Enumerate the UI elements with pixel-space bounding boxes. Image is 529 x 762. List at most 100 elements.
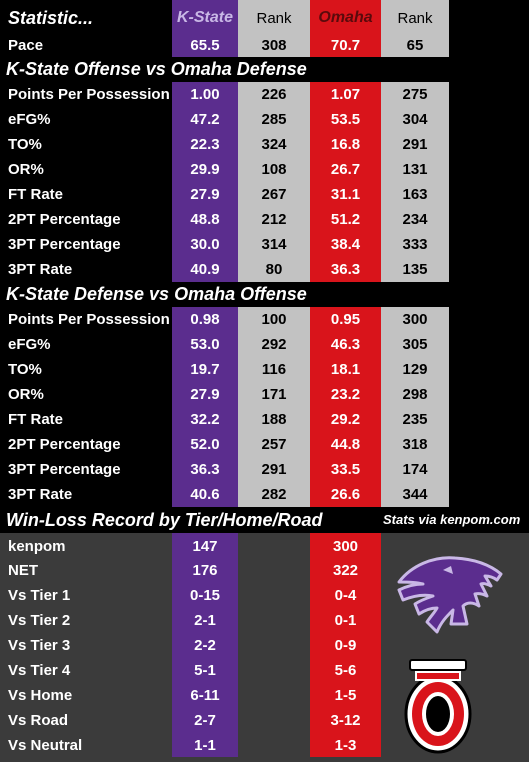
omaha-value: 23.2 (330, 386, 361, 403)
kstate-record: 2-2 (194, 637, 216, 655)
kstate-rank: 212 (261, 211, 287, 228)
kstate-record: 2-1 (194, 612, 216, 630)
stat-row-label: 2PT Percentage (8, 436, 121, 453)
omaha-value: 16.8 (330, 136, 361, 153)
stat-row-label: TO% (8, 361, 42, 378)
kstate-value: 27.9 (190, 186, 220, 203)
kstate-rank: 267 (261, 186, 287, 203)
kstate-value: 32.2 (190, 411, 220, 428)
statistic-header: Statistic... (8, 7, 94, 28)
omaha-rank: 291 (402, 136, 428, 153)
pace-kstate-value: 65.5 (190, 36, 220, 54)
pace-omaha-rank: 65 (406, 36, 424, 54)
omaha-value: 51.2 (330, 211, 361, 228)
omaha-value: 33.5 (330, 461, 361, 478)
kstate-record: 0-15 (189, 587, 221, 605)
kstate-rank: 108 (261, 161, 287, 178)
omaha-rank: 174 (402, 461, 428, 478)
kstate-record: 2-7 (194, 711, 216, 729)
record-row-label: Vs Road (8, 711, 69, 729)
omaha-value: 26.7 (330, 161, 361, 178)
omaha-rank-header: Rank (397, 9, 433, 27)
stat-row-label: FT Rate (8, 411, 64, 428)
kstate-rank: 116 (261, 361, 287, 378)
kstate-value: 47.2 (190, 111, 220, 128)
kstate-value: 52.0 (190, 436, 220, 453)
omaha-value: 18.1 (330, 361, 361, 378)
kstate-rank: 80 (265, 261, 283, 278)
kstate-value: 29.9 (190, 161, 220, 178)
kstate-rank: 291 (261, 461, 287, 478)
pace-label: Pace (8, 36, 44, 54)
kstate-value: 48.8 (190, 211, 220, 228)
omaha-rank: 305 (402, 336, 428, 353)
omaha-rank: 298 (402, 386, 428, 403)
omaha-rank: 275 (402, 86, 428, 103)
record-row-label: Vs Neutral (8, 736, 83, 754)
omaha-rank: 163 (402, 186, 428, 203)
kstate-column-record (172, 533, 238, 757)
kstate-rank: 292 (261, 336, 287, 353)
stat-row-label: 3PT Percentage (8, 461, 121, 478)
omaha-record: 5-6 (334, 662, 357, 679)
record-row-label: Vs Tier 1 (8, 587, 71, 605)
kstate-value: 53.0 (190, 336, 220, 353)
omaha-record: 0-9 (334, 637, 357, 655)
record-row-label: kenpom (8, 537, 66, 555)
omaha-column-offense (310, 82, 381, 282)
kstate-value: 0.98 (190, 311, 220, 328)
omaha-value: 0.95 (330, 311, 361, 328)
omaha-record: 1-3 (334, 736, 357, 754)
kenpom-credit: Stats via kenpom.com (383, 512, 521, 527)
omaha-value: 38.4 (330, 236, 361, 253)
pace-omaha-value: 70.7 (330, 36, 361, 54)
kstate-value: 19.7 (190, 361, 220, 378)
stat-row-label: 3PT Percentage (8, 236, 121, 253)
stat-row-label: OR% (8, 386, 44, 403)
omaha-value: 1.07 (330, 86, 361, 103)
omaha-rank-column-header (381, 0, 449, 57)
offense-section-title: K-State Offense vs Omaha Defense (6, 59, 307, 79)
stat-row-label: Points Per Possession (8, 311, 170, 328)
kstate-value: 40.9 (190, 261, 220, 278)
omaha-value: 31.1 (330, 186, 361, 203)
kstate-rank: 285 (261, 111, 287, 128)
omaha-column-record (310, 533, 381, 757)
kstate-header: K-State (176, 9, 233, 26)
record-row-label: NET (8, 562, 38, 580)
record-row-label: Vs Tier 4 (8, 662, 71, 679)
kstate-rank: 188 (261, 411, 287, 428)
omaha-value: 26.6 (330, 486, 361, 503)
stat-row-label: eFG% (8, 111, 51, 128)
stat-row-label: Points Per Possession (8, 86, 170, 103)
omaha-value: 36.3 (330, 261, 361, 278)
stat-row-label: 3PT Rate (8, 261, 73, 278)
kstate-value: 30.0 (190, 236, 220, 253)
stat-row-label: 3PT Rate (8, 486, 73, 503)
omaha-value: 44.8 (330, 436, 361, 453)
omaha-column-defense (310, 307, 381, 507)
omaha-record: 1-5 (334, 686, 357, 704)
kstate-rank: 171 (261, 386, 287, 403)
omaha-record: 0-1 (334, 612, 357, 630)
kstate-rank: 257 (261, 436, 287, 453)
kstate-rank: 314 (261, 236, 287, 253)
omaha-record: 300 (332, 537, 359, 555)
omaha-rank: 135 (402, 261, 428, 278)
kstate-rank: 324 (261, 136, 287, 153)
stat-row-label: TO% (8, 136, 42, 153)
record-row-label: Vs Tier 3 (8, 637, 71, 655)
kstate-rank-column-offense (238, 82, 310, 282)
kstate-rank: 100 (261, 311, 287, 328)
kstate-value: 1.00 (190, 86, 220, 103)
kstate-record: 5-1 (194, 662, 216, 679)
omaha-rank: 129 (402, 361, 428, 378)
omaha-column-header (310, 0, 381, 57)
omaha-rank: 131 (402, 161, 428, 178)
omaha-record: 0-4 (334, 587, 357, 605)
record-row-label: Vs Home (8, 686, 73, 704)
kstate-rank-column-defense (238, 307, 310, 507)
omaha-record: 3-12 (330, 711, 361, 729)
omaha-rank: 318 (402, 436, 428, 453)
